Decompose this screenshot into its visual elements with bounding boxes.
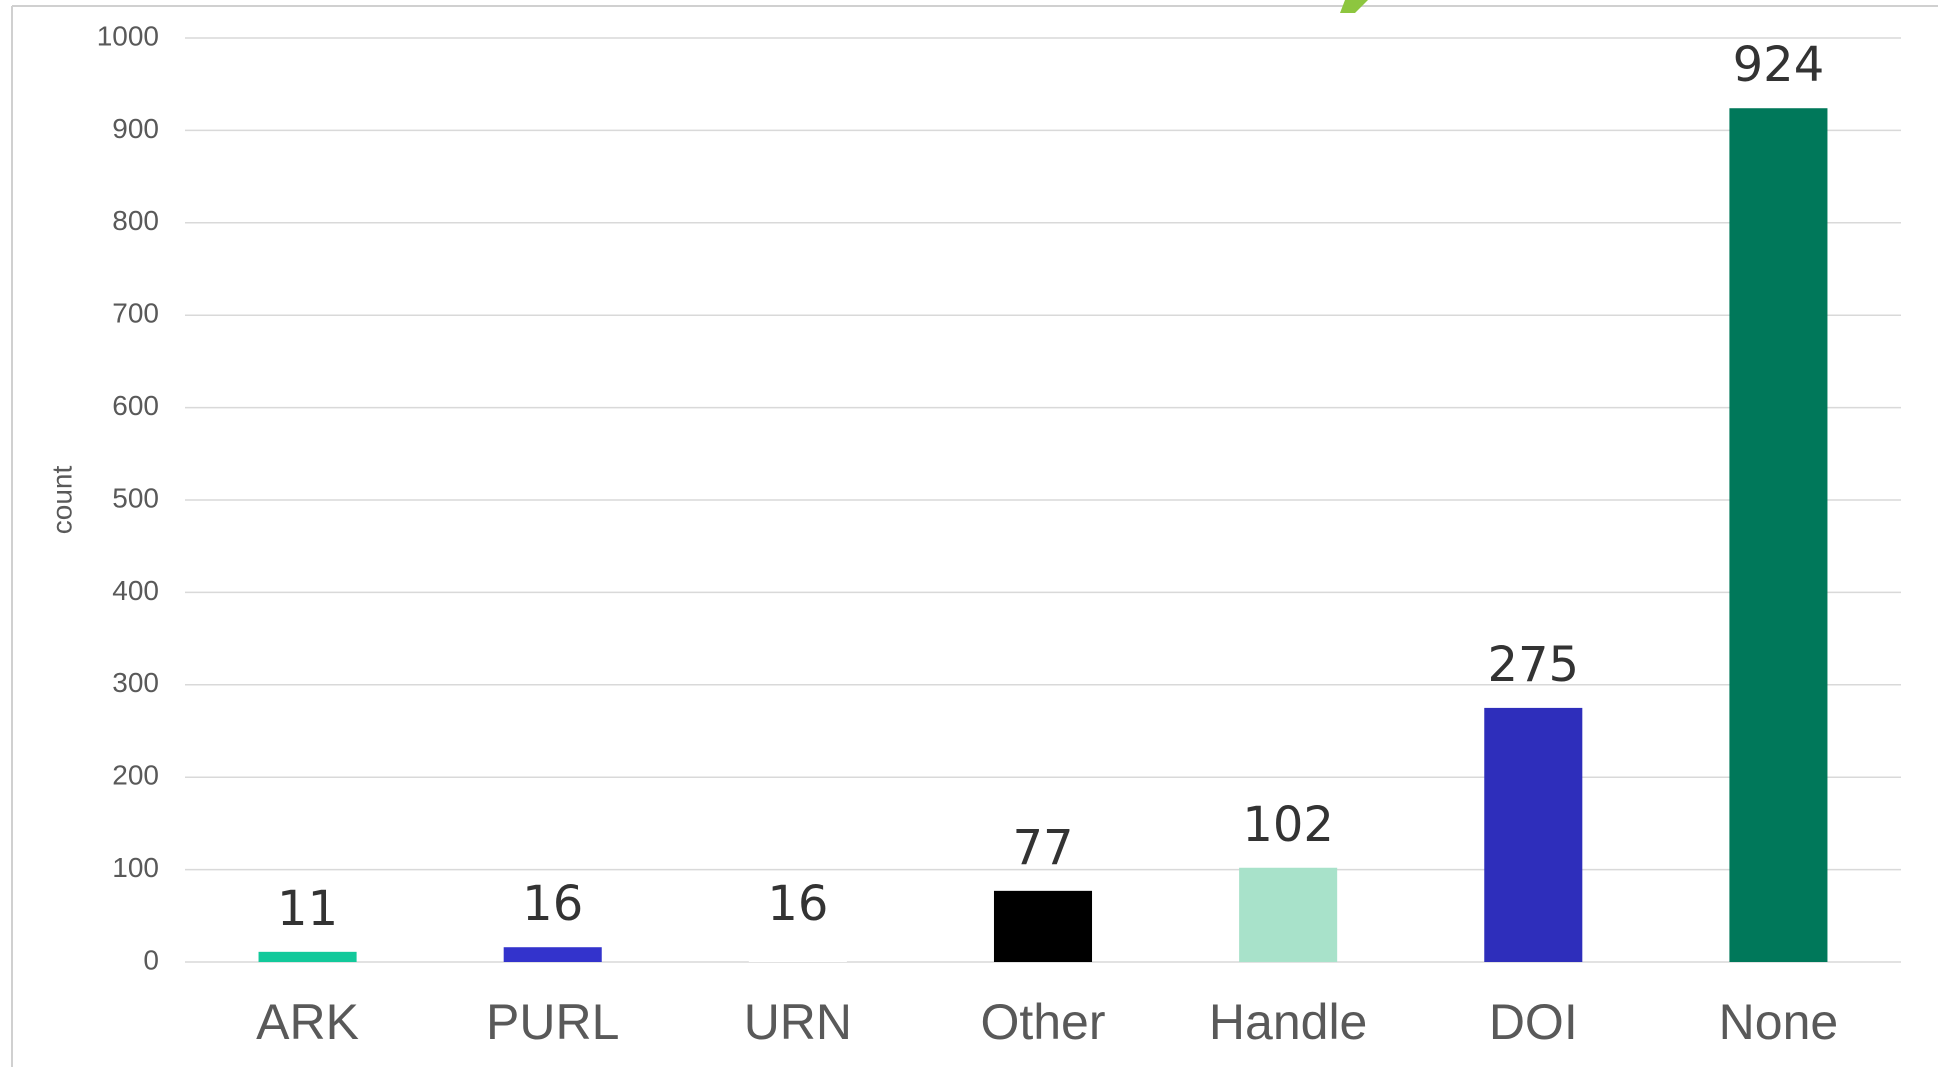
x-tick-label: PURL xyxy=(486,994,619,1050)
y-tick-label: 200 xyxy=(112,760,159,791)
y-axis-label: count xyxy=(46,466,77,535)
x-tick-label: Handle xyxy=(1209,994,1367,1050)
data-label: 77 xyxy=(1012,820,1073,876)
bar xyxy=(748,947,847,962)
y-tick-label: 400 xyxy=(112,575,159,606)
data-label: 275 xyxy=(1487,637,1579,693)
data-label: 16 xyxy=(522,876,583,932)
bar xyxy=(503,947,602,962)
x-tick-label: None xyxy=(1719,994,1839,1050)
y-tick-label: 700 xyxy=(112,298,159,329)
bar xyxy=(258,951,357,962)
y-tick-label: 300 xyxy=(112,667,159,698)
y-tick-label: 600 xyxy=(112,390,159,421)
x-tick-label: URN xyxy=(744,994,852,1050)
data-label: 11 xyxy=(277,881,338,937)
data-label: 16 xyxy=(767,876,828,932)
data-label: 102 xyxy=(1242,797,1334,853)
bar xyxy=(1729,108,1828,962)
y-tick-label: 800 xyxy=(112,205,159,236)
bar xyxy=(993,890,1093,962)
decoration xyxy=(1340,0,1368,13)
x-tick-label: ARK xyxy=(256,994,359,1050)
data-label: 924 xyxy=(1733,37,1825,93)
bar xyxy=(1484,707,1583,962)
y-tick-label: 900 xyxy=(112,113,159,144)
x-tick-label: DOI xyxy=(1489,994,1578,1050)
y-tick-label: 0 xyxy=(143,944,159,975)
y-tick-label: 100 xyxy=(112,852,159,883)
y-tick-label: 500 xyxy=(112,482,159,513)
x-tick-label: Other xyxy=(980,994,1105,1050)
bar xyxy=(1239,867,1338,962)
y-tick-label: 1000 xyxy=(97,20,159,51)
